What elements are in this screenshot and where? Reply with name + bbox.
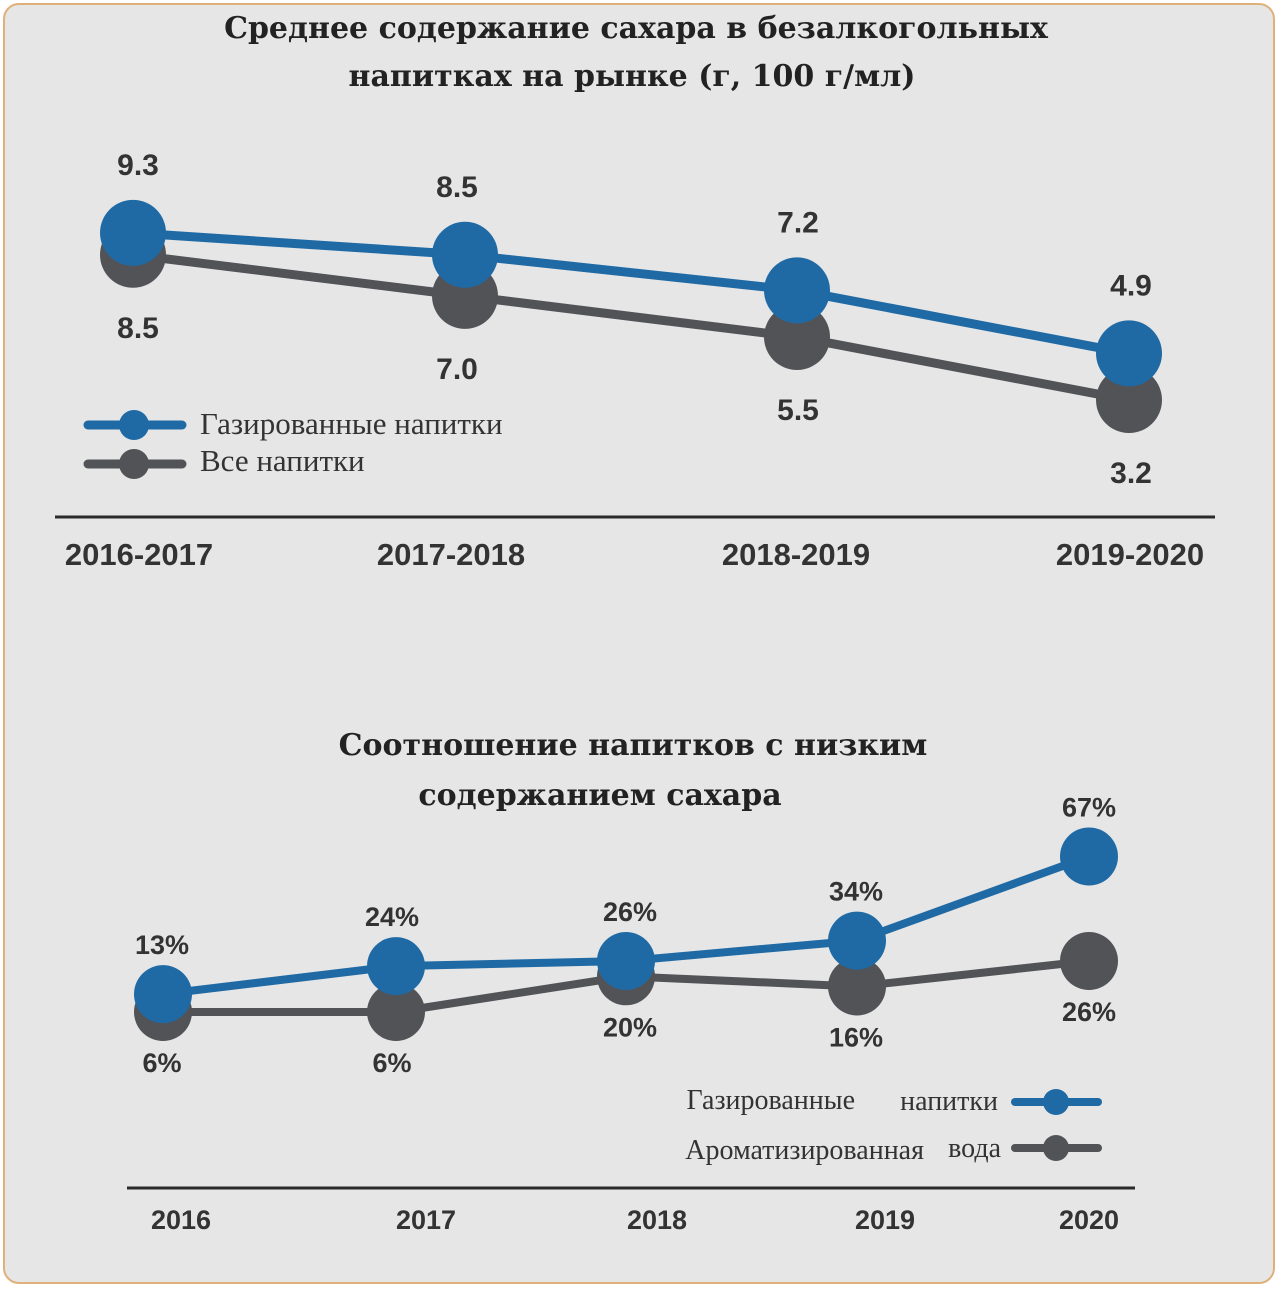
c1-x-tick-label: 2017-2018 [377, 537, 525, 572]
c1-x-tick-label: 2018-2019 [722, 537, 870, 572]
chart2-legend-marker-blue [1043, 1089, 1069, 1115]
c1-data-label-gray: 3.2 [1110, 457, 1152, 490]
c1-point-blue [432, 221, 498, 288]
c1-point-gray [764, 303, 830, 370]
c1-data-label-gray: 5.5 [777, 394, 819, 427]
c2-data-label-gray: 26% [1062, 997, 1116, 1027]
chart1-legend-label-blue: Газированные напитки [200, 406, 503, 441]
c2-data-label-gray: 6% [142, 1048, 181, 1078]
c2-x-tick-label: 2016 [151, 1205, 211, 1235]
chart1-legend-marker-blue [119, 410, 149, 440]
c1-data-label-blue: 4.9 [1110, 269, 1152, 302]
chart2-legend-marker-gray [1043, 1135, 1069, 1161]
c2-point-blue [134, 965, 192, 1024]
c2-point-blue [367, 937, 425, 996]
c2-x-tick-label: 2018 [627, 1205, 687, 1235]
c2-point-blue [597, 932, 655, 990]
chart1-legend-marker-gray [119, 449, 149, 479]
chart-card [3, 3, 1275, 1284]
chart2-legend-label-gray-part1: Ароматизированная [685, 1135, 924, 1166]
c1-data-label-blue: 9.3 [117, 149, 159, 182]
c2-data-label-gray: 16% [829, 1023, 883, 1053]
c2-point-blue [828, 911, 886, 970]
c2-data-label-blue: 26% [603, 897, 657, 927]
c2-data-label-blue: 34% [829, 877, 883, 907]
c1-point-blue [1096, 320, 1162, 387]
chart1-legend-label-gray: Все напитки [200, 443, 365, 478]
c1-x-tick-label: 2016-2017 [65, 537, 213, 572]
c1-data-label-gray: 8.5 [117, 312, 159, 345]
chart2-title-line1: Соотношение напитков с низким [339, 728, 928, 763]
c1-point-blue [764, 257, 830, 324]
c2-data-label-blue: 13% [135, 930, 189, 960]
c2-point-gray [828, 957, 886, 1016]
c2-data-label-gray: 6% [372, 1048, 411, 1078]
c1-data-label-blue: 7.2 [777, 206, 819, 239]
c1-point-blue [100, 199, 166, 266]
c2-point-blue [1060, 827, 1118, 886]
c1-data-label-blue: 8.5 [436, 171, 478, 204]
chart2-legend-label-blue-part1: Газированные [687, 1085, 855, 1116]
c1-series-line-blue [128, 228, 1134, 358]
c2-x-tick-label: 2017 [396, 1205, 456, 1235]
c1-series-line-gray [128, 250, 1134, 405]
chart2-title-line2: содержанием сахара [418, 778, 781, 813]
c2-data-label-blue: 67% [1062, 792, 1116, 822]
c2-x-tick-label: 2020 [1059, 1205, 1119, 1235]
c1-data-label-gray: 7.0 [436, 353, 478, 386]
chart2-legend-label-gray-part2: вода [948, 1133, 1001, 1164]
c1-x-tick-label: 2019-2020 [1056, 537, 1204, 572]
chart1-title-line2: напитках на рынке (г, 100 г/мл) [349, 59, 916, 94]
c2-point-gray [367, 983, 425, 1041]
c2-data-label-blue: 24% [365, 902, 419, 932]
chart2-legend-label-blue-part2: напитки [900, 1086, 998, 1117]
c1-point-gray [1096, 367, 1162, 433]
c2-data-label-gray: 20% [603, 1012, 657, 1042]
c2-point-gray [1060, 932, 1118, 990]
chart1-title-line1: Среднее содержание сахара в безалкогольн… [224, 11, 1049, 46]
c2-x-tick-label: 2019 [855, 1205, 915, 1235]
